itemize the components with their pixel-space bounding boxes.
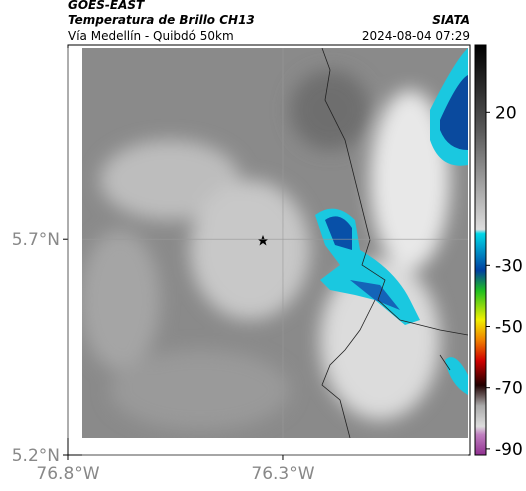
product: Temperatura de Brillo CH13 — [68, 13, 255, 27]
lon-tick-label: 76.3°W — [251, 464, 314, 484]
lat-tick-label: 5.2°N — [12, 446, 60, 466]
colorbar — [474, 44, 487, 456]
colorbar-tick-label: 20 — [495, 103, 517, 123]
source: GOES-EAST — [68, 0, 145, 12]
colorbar-tick-label: -70 — [495, 379, 523, 399]
colorbar-tick-label: -50 — [495, 317, 523, 337]
lat-tick-label: 5.7°N — [12, 230, 60, 250]
imagery — [82, 48, 468, 438]
place: Vía Medellín - Quibdó 50km — [68, 29, 234, 43]
colorbar-tick-label: -30 — [495, 256, 523, 276]
colorbar-tick-label: -90 — [495, 440, 523, 460]
location-marker — [257, 235, 269, 246]
agency: SIATA — [432, 13, 470, 27]
lon-tick-label: 76.8°W — [36, 464, 99, 484]
datetime: 2024-08-04 07:29 — [362, 29, 470, 43]
